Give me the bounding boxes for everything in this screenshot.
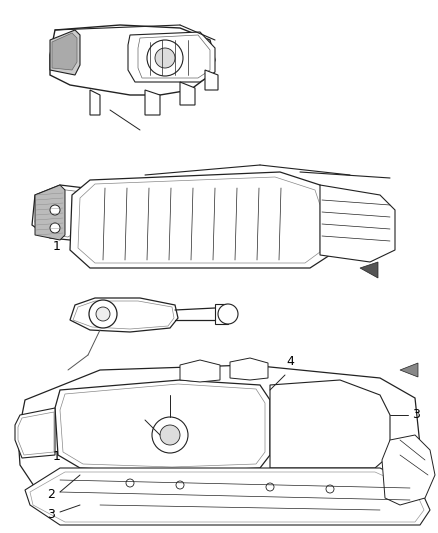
Polygon shape	[18, 365, 420, 518]
Text: 3: 3	[412, 408, 420, 422]
Circle shape	[147, 40, 183, 76]
Polygon shape	[145, 90, 160, 115]
Polygon shape	[32, 185, 90, 240]
Polygon shape	[215, 304, 228, 324]
Circle shape	[160, 425, 180, 445]
Polygon shape	[270, 380, 390, 468]
Polygon shape	[320, 185, 395, 262]
Polygon shape	[52, 33, 77, 70]
Polygon shape	[70, 298, 178, 332]
Circle shape	[155, 48, 175, 68]
Polygon shape	[25, 468, 430, 525]
Text: 3: 3	[47, 508, 55, 521]
Polygon shape	[180, 82, 195, 105]
Polygon shape	[50, 25, 215, 95]
Circle shape	[89, 300, 117, 328]
Text: 4: 4	[286, 355, 294, 368]
Polygon shape	[35, 185, 65, 240]
Polygon shape	[360, 262, 378, 278]
Polygon shape	[205, 70, 218, 90]
Text: 1: 1	[53, 240, 61, 253]
Polygon shape	[90, 90, 100, 115]
Polygon shape	[128, 32, 215, 82]
Text: 2: 2	[47, 489, 55, 502]
Circle shape	[152, 417, 188, 453]
Polygon shape	[230, 358, 268, 380]
Polygon shape	[382, 435, 435, 505]
Polygon shape	[400, 363, 418, 377]
Text: 1: 1	[53, 450, 61, 463]
Polygon shape	[50, 30, 80, 75]
Circle shape	[96, 307, 110, 321]
Circle shape	[50, 205, 60, 215]
Polygon shape	[180, 360, 220, 382]
Polygon shape	[15, 408, 55, 458]
Polygon shape	[55, 380, 270, 472]
Circle shape	[218, 304, 238, 324]
Polygon shape	[70, 172, 330, 268]
Circle shape	[50, 223, 60, 233]
